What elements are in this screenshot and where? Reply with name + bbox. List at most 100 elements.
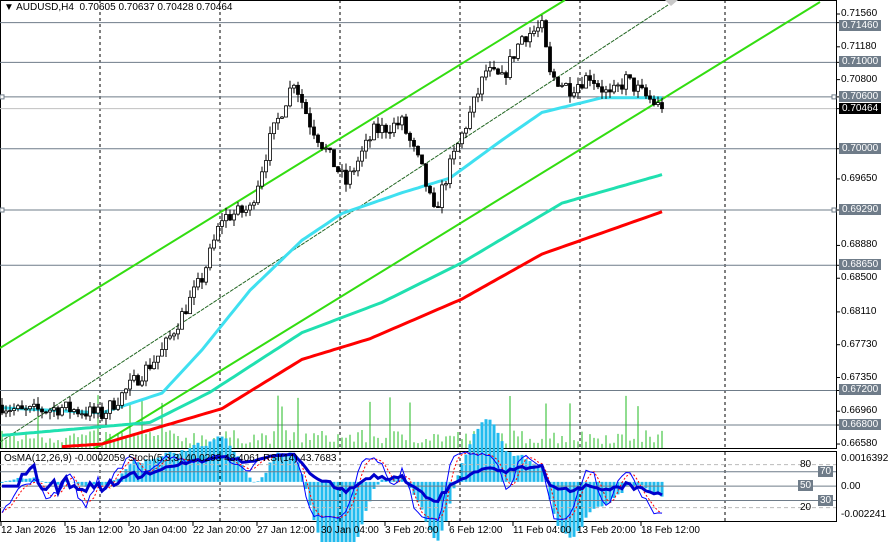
bear-candle <box>436 206 440 208</box>
bear-candle <box>84 413 88 417</box>
bull-candle <box>24 408 28 411</box>
bull-candle <box>272 122 276 135</box>
moving-average-slow <box>61 210 663 449</box>
price-label: 0.71180 <box>841 40 877 52</box>
bear-candle <box>544 20 548 48</box>
osma-histogram-bar <box>92 481 96 485</box>
bull-candle <box>400 116 404 126</box>
bull-candle <box>8 410 12 412</box>
osma-histogram-bar <box>660 481 664 497</box>
bull-candle <box>264 160 268 173</box>
bull-candle <box>180 311 184 330</box>
bull-candle <box>80 413 84 416</box>
bull-candle <box>164 337 168 350</box>
bull-candle <box>176 328 180 335</box>
osma-histogram-bar <box>284 454 288 482</box>
osma-histogram-bar <box>520 454 524 482</box>
price-label: 0.70800 <box>841 73 878 85</box>
osma-histogram-bar <box>464 454 468 482</box>
osma-histogram-bar <box>76 481 80 485</box>
osma-histogram-bar <box>308 481 312 506</box>
bull-candle <box>72 409 76 412</box>
osma-histogram-bar <box>480 422 484 482</box>
osma-histogram-bar <box>196 442 200 482</box>
time-label: 13 Feb 20:00 <box>577 525 636 536</box>
bull-candle <box>484 70 488 78</box>
bull-candle <box>156 355 160 363</box>
bull-candle <box>452 150 456 160</box>
bull-candle <box>340 169 344 173</box>
bull-candle <box>168 335 172 339</box>
bear-candle <box>408 132 412 141</box>
bear-candle <box>496 68 500 75</box>
osma-histogram-bar <box>492 424 496 482</box>
bull-candle <box>160 349 164 357</box>
osma-histogram-bar <box>460 463 464 482</box>
osma-histogram-bar <box>288 452 292 482</box>
bear-candle <box>68 401 72 412</box>
bull-candle <box>204 267 208 283</box>
bull-candle <box>216 225 220 241</box>
moving-average-fast <box>1 96 662 415</box>
osma-histogram-bar <box>500 441 504 482</box>
osma-histogram-bar <box>228 445 232 482</box>
osma-histogram-bar <box>608 481 612 503</box>
osma-histogram-bar <box>328 481 332 542</box>
moving-average-mid <box>1 173 663 437</box>
bear-candle <box>556 76 560 87</box>
osma-histogram-bar <box>504 451 508 482</box>
osma-histogram-bar <box>80 481 84 486</box>
time-label: 12 Jan 2026 <box>1 525 57 536</box>
bear-candle <box>184 311 188 315</box>
osma-histogram-bar <box>104 481 108 486</box>
osma-histogram-bar <box>452 481 456 489</box>
osma-histogram-bar <box>244 472 248 482</box>
osma-histogram-bar <box>472 433 476 482</box>
osma-histogram-bar <box>436 481 440 541</box>
osma-histogram-bar <box>600 481 604 507</box>
osma-histogram-bar <box>572 481 576 537</box>
bear-candle <box>416 145 420 156</box>
osma-label: OsMA(12,26,9) -0.0002059 <box>4 453 126 464</box>
channel-upper-line <box>0 0 566 349</box>
osma-histogram-bar <box>632 481 636 486</box>
level-anchor-handle <box>831 207 837 213</box>
high-value: 0.70637 <box>118 2 155 13</box>
bull-candle <box>540 20 544 29</box>
bull-candle <box>172 333 176 337</box>
price-label: 0.68880 <box>841 239 878 251</box>
close-value: 0.70464 <box>196 2 233 13</box>
osma-histogram-bar <box>456 475 460 482</box>
arrow-marker-icon <box>665 0 678 6</box>
osma-histogram-bar <box>380 479 384 482</box>
current-price-label: 0.70464 <box>839 102 882 114</box>
rsi-line <box>2 452 663 503</box>
osma-histogram-bar <box>372 481 376 489</box>
bear-candle <box>524 36 528 43</box>
bear-candle <box>296 84 300 95</box>
level-30: 30 <box>818 495 834 506</box>
bull-candle <box>560 84 564 87</box>
osma-histogram-bar <box>248 477 252 482</box>
osma-histogram-bar <box>56 481 60 485</box>
bull-candle <box>516 43 520 59</box>
price-label: 0.68500 <box>841 272 878 284</box>
bull-candle <box>440 184 444 208</box>
osma-histogram-bar <box>304 481 308 489</box>
bull-candle <box>132 375 136 381</box>
osma-histogram-bar <box>224 438 228 482</box>
osma-histogram-bar <box>416 481 420 503</box>
time-label: 27 Jan 12:00 <box>257 525 315 536</box>
osma-histogram-bar <box>272 455 276 482</box>
dropdown-triangle-icon[interactable]: ▼ <box>4 2 14 13</box>
stoch-main-line <box>1 451 663 522</box>
bull-candle <box>276 117 280 124</box>
bull-candle <box>212 239 216 249</box>
bull-candle <box>224 214 228 222</box>
osma-histogram-bar <box>584 481 588 518</box>
osma-histogram-bar <box>544 480 548 482</box>
bear-candle <box>376 123 380 134</box>
osma-histogram-bar <box>596 481 600 507</box>
